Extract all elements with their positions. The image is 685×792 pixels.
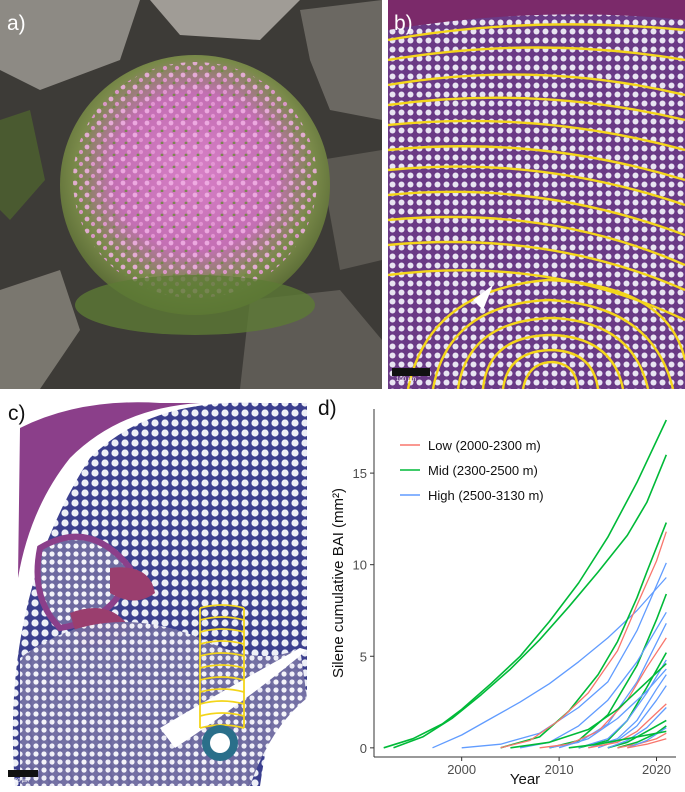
series-line-mid — [393, 454, 668, 749]
series-line-low — [539, 637, 667, 749]
y-axis-label: Silene cumulative BAI (mm²) — [330, 488, 347, 678]
x-axis-label: Year — [510, 771, 540, 788]
series-line-high — [578, 659, 667, 749]
bai-line-chart: 2000 2010 2020 0 5 10 15 Year Silene cumulative … — [330, 409, 676, 788]
y-tick-label: 0 — [360, 741, 367, 756]
series-line-low — [588, 703, 667, 749]
legend-label: Mid (2300-2500 m) — [428, 463, 538, 478]
series-line-low — [617, 732, 667, 749]
series-line-mid — [510, 663, 667, 749]
panel-a-photo: a) — [0, 0, 382, 389]
series-line-mid — [617, 725, 667, 749]
growth-ring-lines — [388, 23, 685, 389]
series-line-low — [627, 738, 667, 749]
panel-c-micrograph: c) 300 µm — [0, 398, 307, 786]
series-line-high — [461, 562, 667, 749]
panel-c-scalebar-label: 300 µm — [12, 778, 29, 784]
panel-a-label: a) — [7, 12, 26, 35]
x-tick-label: 2020 — [642, 762, 671, 777]
panel-d-label: d) — [318, 397, 337, 420]
legend-label: Low (2000-2300 m) — [428, 438, 541, 453]
series-line-high — [432, 577, 667, 749]
cushion-plant-photo — [0, 0, 382, 389]
series-line-high — [607, 707, 667, 749]
legend-label: High (2500-3130 m) — [428, 488, 544, 503]
growth-ring-lines — [199, 604, 245, 729]
series-line-mid — [568, 730, 667, 749]
panel-c-label: c) — [8, 402, 26, 425]
x-tick-label: 2010 — [545, 762, 574, 777]
series-line-mid — [500, 522, 668, 749]
y-tick-label: 15 — [353, 466, 367, 481]
series-line-high — [558, 668, 667, 749]
series-line-mid — [383, 419, 668, 749]
ring-cross-section-image — [388, 0, 685, 389]
series-line-low — [500, 531, 667, 749]
panel-d-chart: d) 2000 2010 2020 0 5 10 15 Year Silene cumulati… — [310, 393, 685, 792]
x-tick-label: 2000 — [447, 762, 476, 777]
panel-b-micrograph: b) 100 µm — [388, 0, 685, 389]
y-tick-label: 5 — [360, 649, 367, 664]
stem-cross-section-image — [0, 398, 307, 786]
panel-b-label: b) — [394, 12, 413, 35]
panel-b-scalebar-label: 100 µm — [396, 377, 417, 383]
y-tick-label: 10 — [353, 558, 367, 573]
